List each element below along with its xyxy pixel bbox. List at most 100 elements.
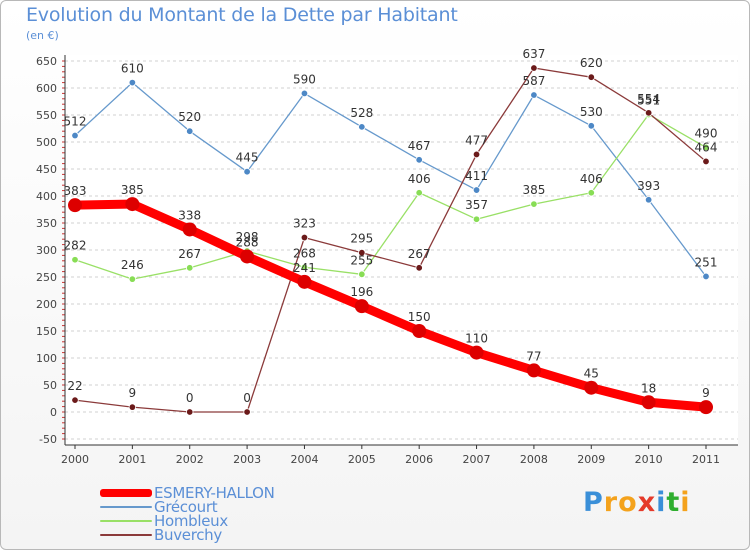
data-label: 255 — [350, 253, 373, 267]
x-tick-label: 2006 — [405, 453, 433, 466]
data-point — [530, 64, 538, 72]
data-point — [358, 248, 366, 257]
data-point — [71, 256, 79, 264]
data-label: 445 — [236, 151, 259, 165]
data-point — [128, 403, 137, 411]
x-tick-label: 2001 — [118, 453, 146, 466]
y-tick-label: 200 — [36, 298, 57, 311]
chart-title: Evolution du Montant de la Dette par Hab… — [26, 4, 458, 26]
data-point — [128, 78, 137, 87]
legend-item-esmery-hallon: ESMERY-HALLON — [100, 484, 275, 502]
logo-letter: r — [603, 487, 619, 518]
data-point — [587, 189, 595, 197]
data-label: 267 — [178, 247, 201, 261]
data-point — [472, 215, 481, 223]
legend-label-esmery-hallon: ESMERY-HALLON — [154, 484, 275, 502]
logo-letter: i — [656, 487, 667, 518]
x-tick-label: 2007 — [463, 453, 491, 466]
legend-item-buverchy: Buverchy — [100, 526, 222, 544]
data-point — [186, 264, 194, 272]
data-point — [530, 200, 538, 208]
series-line-0 — [70, 199, 711, 412]
x-tick-label: 2002 — [176, 453, 204, 466]
data-point — [644, 196, 653, 204]
data-label: 150 — [408, 310, 431, 324]
data-point — [71, 396, 79, 404]
data-label: 467 — [408, 139, 431, 153]
data-point — [128, 275, 137, 283]
legend-swatch-esmery-hallon — [100, 489, 152, 497]
logo-letter: t — [666, 487, 681, 518]
chart-subtitle: (en €) — [26, 29, 59, 42]
data-point — [702, 272, 710, 281]
data-label: 295 — [350, 232, 373, 246]
data-point — [472, 186, 481, 194]
data-point — [415, 189, 423, 197]
data-label: 267 — [408, 247, 431, 261]
y-tick-label: 450 — [36, 163, 57, 176]
y-tick-label: 550 — [36, 109, 57, 122]
data-label: 0 — [243, 391, 251, 405]
logo-letter: i — [680, 487, 691, 518]
data-label: 323 — [293, 217, 316, 231]
x-tick-label: 2011 — [692, 453, 720, 466]
legend-label-hombleux: Hombleux — [154, 512, 228, 530]
y-tick-label: 600 — [36, 82, 57, 95]
legend-swatch-grecourt — [100, 506, 152, 508]
x-tick-label: 2004 — [290, 453, 318, 466]
data-label: 406 — [408, 172, 431, 186]
x-tick-label: 2000 — [61, 453, 89, 466]
data-point — [182, 222, 197, 237]
data-label: 22 — [67, 379, 82, 393]
data-label: 383 — [64, 184, 87, 198]
data-label: 406 — [580, 172, 603, 186]
y-tick-label: 250 — [36, 271, 57, 284]
data-point — [354, 299, 369, 314]
data-point — [358, 270, 366, 278]
data-label: 357 — [465, 198, 488, 212]
data-label: 298 — [236, 230, 259, 244]
data-point — [587, 122, 595, 130]
legend-label-buverchy: Buverchy — [154, 526, 222, 544]
data-point — [186, 408, 194, 416]
proxiti-logo: Proxiti — [583, 487, 691, 518]
data-point — [300, 89, 309, 98]
data-point — [644, 109, 653, 117]
data-label: 251 — [695, 255, 718, 269]
data-label: 528 — [350, 106, 373, 120]
data-point — [469, 345, 484, 360]
data-point — [300, 233, 309, 242]
legend-item-grecourt: Grécourt — [100, 498, 218, 516]
y-tick-label: -50 — [39, 433, 57, 446]
data-label: 512 — [64, 115, 87, 129]
data-label: 620 — [580, 56, 603, 70]
legend-item-hombleux: Hombleux — [100, 512, 228, 530]
x-tick-label: 2009 — [577, 453, 605, 466]
legend-swatch-hombleux — [100, 520, 152, 522]
data-label: 490 — [695, 126, 718, 140]
data-label: 477 — [465, 133, 488, 147]
series-line-2 — [74, 113, 707, 280]
legend-swatch-buverchy — [100, 534, 152, 536]
y-tick-label: 400 — [36, 190, 57, 203]
data-point — [243, 167, 251, 176]
x-tick-label: 2003 — [233, 453, 261, 466]
y-tick-label: 300 — [36, 244, 57, 257]
data-point — [240, 249, 255, 264]
y-tick-label: 350 — [36, 217, 57, 230]
data-label: 637 — [522, 47, 545, 61]
data-label: 393 — [637, 179, 660, 193]
series-line-1 — [74, 81, 707, 278]
data-label: 338 — [178, 208, 201, 222]
data-label: 268 — [293, 246, 316, 260]
data-point — [243, 408, 251, 416]
data-point — [702, 157, 710, 166]
data-label: 520 — [178, 110, 201, 124]
logo-letter: o — [618, 487, 638, 518]
data-label: 77 — [526, 349, 541, 363]
x-tick-label: 2005 — [348, 453, 376, 466]
data-label: 241 — [293, 261, 316, 275]
data-point — [358, 123, 366, 131]
data-label: 464 — [695, 140, 718, 154]
